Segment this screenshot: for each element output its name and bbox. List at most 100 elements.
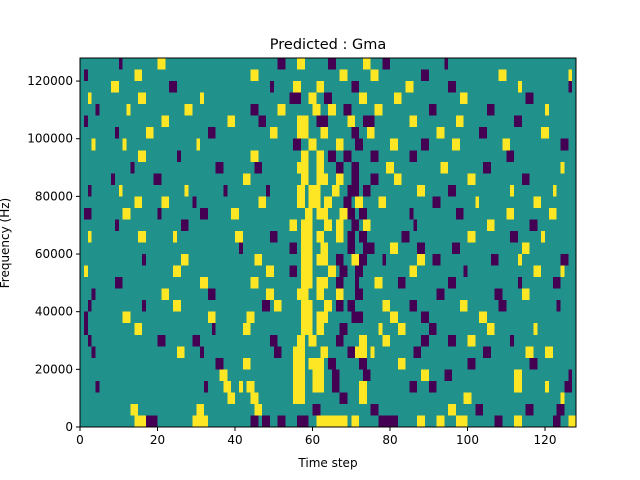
heatmap-cell: [506, 150, 514, 162]
heatmap-cell: [347, 300, 356, 312]
heatmap-cell: [568, 81, 573, 93]
y-axis: 0 20000 40000 60000 80000 100000 120000: [27, 74, 80, 434]
heatmap-cell: [486, 219, 495, 231]
heatmap-cell: [157, 334, 166, 347]
heatmap-cell: [475, 196, 480, 208]
heatmap-cell: [545, 346, 553, 358]
heatmap-cell: [355, 277, 360, 289]
heatmap-cell: [122, 138, 127, 151]
heatmap-cell: [362, 115, 375, 128]
heatmap-cell: [444, 58, 449, 70]
heatmap-cell: [250, 392, 259, 404]
heatmap-cell: [362, 242, 375, 255]
heatmap-cell: [328, 150, 336, 162]
heatmap-cell: [463, 265, 468, 278]
heatmap-cell: [316, 230, 325, 243]
heatmap-cell: [382, 58, 390, 70]
x-tick-label: 60: [305, 433, 320, 447]
heatmap-cell: [215, 161, 224, 174]
heatmap-cell: [266, 288, 274, 301]
heatmap-cell: [200, 277, 208, 289]
heatmap-cell: [413, 219, 418, 231]
heatmap-cell: [262, 415, 270, 427]
y-tick-label: 40000: [35, 305, 73, 319]
heatmap-cell: [452, 242, 460, 255]
heatmap-cell: [335, 254, 344, 266]
x-tick-label: 0: [76, 433, 84, 447]
heatmap-cell: [525, 403, 534, 416]
heatmap-cell: [421, 369, 429, 381]
heatmap-cell: [207, 311, 216, 324]
heatmap-cell: [362, 184, 371, 197]
heatmap-cell: [142, 300, 146, 312]
heatmap-cell: [455, 115, 464, 128]
heatmap-cell: [351, 311, 363, 324]
heatmap-cell: [475, 403, 483, 416]
heatmap-cell: [393, 173, 402, 185]
heatmap-cell: [514, 369, 522, 381]
heatmap-cell: [173, 265, 181, 278]
heatmap-cell: [324, 219, 332, 231]
heatmap-cell: [293, 138, 301, 151]
heatmap-cell: [421, 334, 429, 347]
heatmap-cell: [339, 265, 348, 278]
heatmap-cell: [316, 173, 329, 185]
heatmap-cell: [459, 300, 468, 312]
heatmap-cell: [184, 184, 189, 197]
heatmap-cell: [452, 138, 460, 151]
heatmap-cell: [331, 380, 340, 393]
heatmap-cell: [312, 369, 325, 381]
heatmap-cell: [111, 173, 115, 185]
heatmap-cell: [417, 415, 425, 427]
heatmap-cell: [250, 150, 259, 162]
heatmap-cell: [277, 104, 286, 116]
heatmap-cell: [300, 242, 313, 255]
heatmap-cell: [83, 323, 88, 335]
heatmap-cell: [297, 58, 305, 70]
heatmap-cell: [417, 254, 425, 266]
heatmap-cell: [533, 196, 542, 208]
x-axis-label: Time step: [297, 456, 357, 470]
heatmap-cell: [87, 92, 92, 105]
heatmap-cell: [297, 334, 305, 347]
heatmap-cell: [397, 323, 406, 335]
heatmap-cell: [351, 127, 359, 139]
heatmap-cell: [510, 334, 515, 347]
heatmap-cell: [328, 104, 336, 116]
heatmap-cell: [289, 92, 301, 105]
heatmap-cell: [316, 311, 329, 324]
heatmap-cell: [409, 265, 418, 278]
heatmap-cell: [134, 323, 142, 335]
x-tick-label: 120: [534, 433, 557, 447]
heatmap-cell: [545, 104, 549, 116]
heatmap-cell: [355, 346, 367, 358]
heatmap-cell: [339, 207, 348, 220]
heatmap-cell: [564, 380, 573, 393]
heatmap-cell: [180, 254, 189, 266]
heatmap-cell: [378, 323, 383, 335]
heatmap-cell: [393, 92, 402, 105]
heatmap-cell: [297, 127, 309, 139]
heatmap-cell: [421, 69, 429, 82]
heatmap-cell: [560, 254, 569, 266]
heatmap-cell: [145, 127, 154, 139]
heatmap-cell: [312, 380, 325, 393]
heatmap-cell: [359, 392, 367, 404]
heatmap-cell: [483, 346, 491, 358]
heatmap-cell: [351, 219, 359, 231]
heatmap-cell: [494, 288, 503, 301]
heatmap-cell: [324, 92, 332, 105]
heatmap-cell: [153, 173, 162, 185]
heatmap-cell: [483, 161, 491, 174]
heatmap-cell: [161, 288, 170, 301]
heatmap-cell: [297, 196, 305, 208]
heatmap-cell: [514, 380, 522, 393]
heatmap-cell: [448, 403, 456, 416]
heatmap-cell: [138, 150, 146, 162]
heatmap-cell: [266, 265, 274, 278]
heatmap-cell: [405, 81, 414, 93]
heatmap-cell: [514, 115, 522, 128]
heatmap-cell: [118, 58, 123, 70]
heatmap-cell: [382, 254, 387, 266]
heatmap-cell: [91, 138, 96, 151]
